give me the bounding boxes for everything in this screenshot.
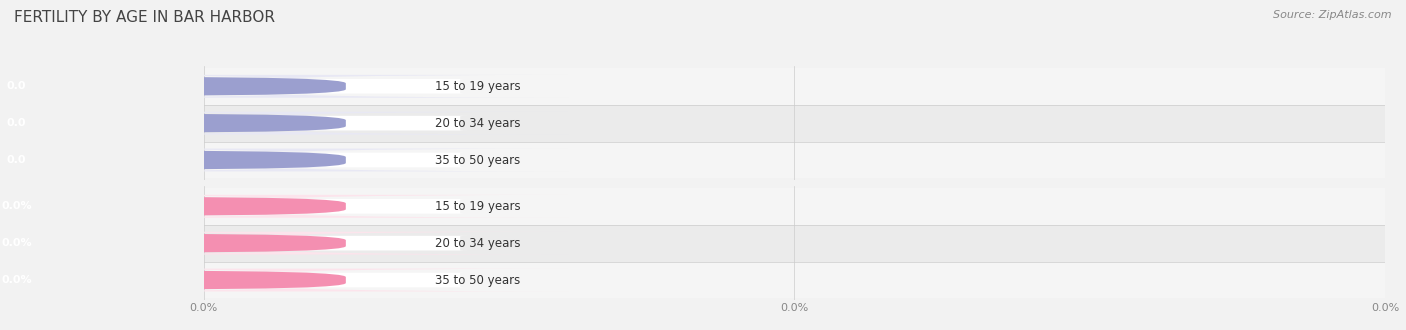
FancyBboxPatch shape [0,271,346,289]
FancyBboxPatch shape [0,234,346,252]
Text: 15 to 19 years: 15 to 19 years [434,200,520,213]
Text: 20 to 34 years: 20 to 34 years [434,116,520,130]
FancyBboxPatch shape [129,79,472,94]
Text: 0.0: 0.0 [7,155,27,165]
FancyBboxPatch shape [129,236,472,250]
Bar [204,188,1385,225]
FancyBboxPatch shape [8,195,569,218]
FancyBboxPatch shape [129,116,472,130]
Bar [204,262,1385,298]
FancyBboxPatch shape [129,273,472,287]
FancyBboxPatch shape [8,148,569,172]
Text: 0.0: 0.0 [7,81,27,91]
Text: 0.0%: 0.0% [1,275,31,285]
FancyBboxPatch shape [8,112,569,135]
FancyBboxPatch shape [8,75,569,98]
Text: FERTILITY BY AGE IN BAR HARBOR: FERTILITY BY AGE IN BAR HARBOR [14,10,276,25]
Text: 35 to 50 years: 35 to 50 years [434,274,520,286]
Text: 0.0: 0.0 [7,118,27,128]
Text: 20 to 34 years: 20 to 34 years [434,237,520,250]
Text: Source: ZipAtlas.com: Source: ZipAtlas.com [1274,10,1392,20]
Text: 15 to 19 years: 15 to 19 years [434,80,520,93]
Bar [204,142,1385,179]
FancyBboxPatch shape [0,114,346,133]
Bar [204,105,1385,142]
FancyBboxPatch shape [8,269,569,291]
FancyBboxPatch shape [0,150,346,169]
FancyBboxPatch shape [0,197,346,216]
FancyBboxPatch shape [0,77,346,96]
Bar [204,225,1385,262]
Text: 0.0%: 0.0% [1,238,31,248]
FancyBboxPatch shape [129,153,472,167]
FancyBboxPatch shape [129,199,472,214]
FancyBboxPatch shape [8,232,569,254]
Bar [204,68,1385,105]
Text: 35 to 50 years: 35 to 50 years [434,153,520,167]
Text: 0.0%: 0.0% [1,201,31,211]
